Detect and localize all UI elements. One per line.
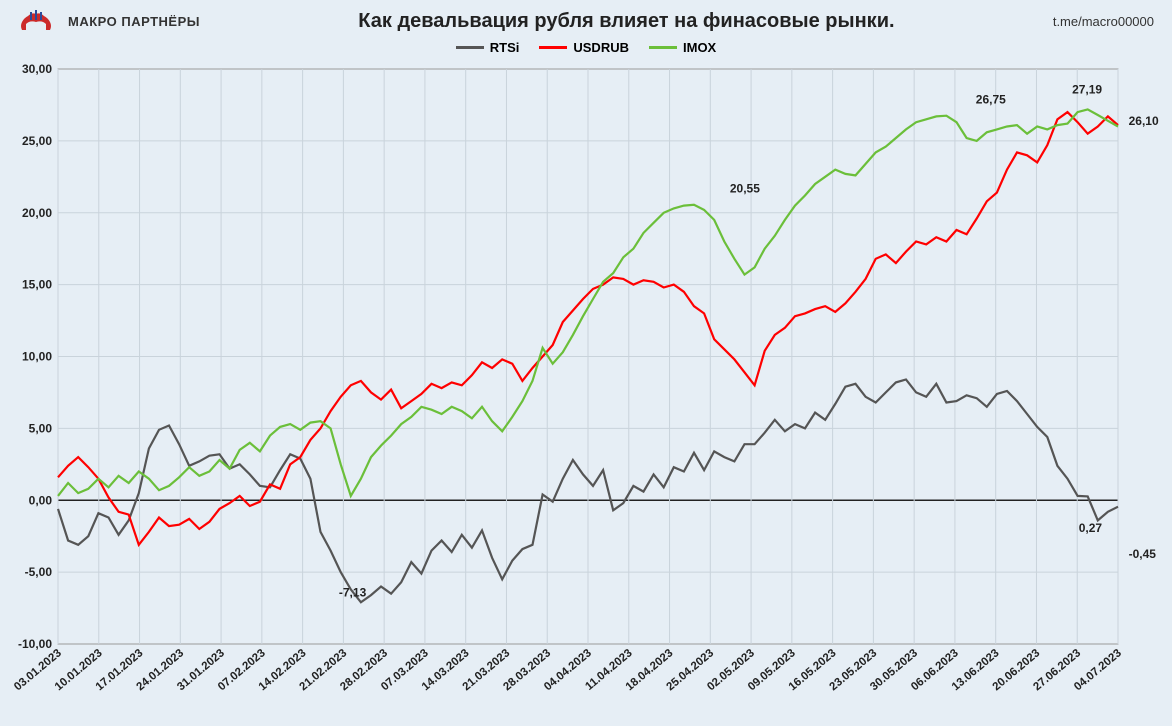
svg-text:10,00: 10,00 (22, 350, 52, 364)
svg-text:0,27: 0,27 (1079, 521, 1103, 535)
svg-text:-7,13: -7,13 (339, 586, 367, 600)
chart: -10,00 -5,00 0,00 5,00 10,00 15,00 20,00 25,00 3… (10, 63, 1162, 718)
legend-label: USDRUB (573, 40, 629, 55)
svg-text:27,19: 27,19 (1072, 82, 1102, 96)
legend-item: RTSi (456, 40, 520, 55)
brand: МАКРО ПАРТНЁРЫ (18, 6, 200, 36)
brand-text: МАКРО ПАРТНЁРЫ (68, 14, 200, 29)
svg-text:26,10: 26,10 (1129, 114, 1159, 128)
svg-text:20,55: 20,55 (730, 182, 760, 196)
legend-item: USDRUB (539, 40, 629, 55)
svg-text:15,00: 15,00 (22, 278, 52, 292)
svg-text:5,00: 5,00 (29, 421, 53, 435)
chart-title: Как девальвация рубля влияет на финасовы… (200, 10, 1053, 33)
svg-text:-5,00: -5,00 (25, 565, 53, 579)
svg-text:30,00: 30,00 (22, 63, 52, 76)
logo-icon (18, 6, 60, 36)
svg-text:26,75: 26,75 (976, 93, 1006, 107)
svg-text:25,00: 25,00 (22, 134, 52, 148)
legend-swatch (539, 46, 567, 49)
svg-text:-10,00: -10,00 (18, 637, 52, 651)
svg-text:-0,45: -0,45 (1129, 547, 1157, 561)
svg-text:0,00: 0,00 (29, 493, 53, 507)
legend-swatch (456, 46, 484, 49)
svg-text:20,00: 20,00 (22, 206, 52, 220)
source-link: t.me/macro00000 (1053, 14, 1154, 29)
legend-label: IMOX (683, 40, 716, 55)
legend-swatch (649, 46, 677, 49)
legend-item: IMOX (649, 40, 716, 55)
legend-label: RTSi (490, 40, 520, 55)
legend: RTSi USDRUB IMOX (0, 40, 1172, 55)
